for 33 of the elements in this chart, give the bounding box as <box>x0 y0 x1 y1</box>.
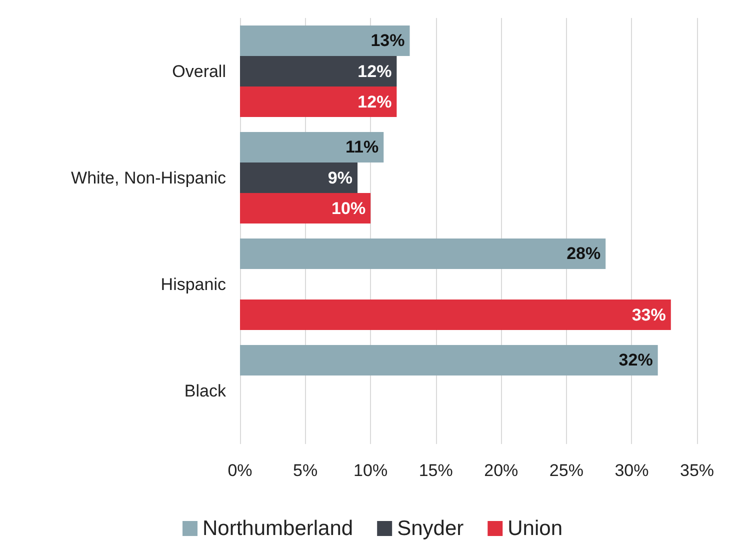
data-label: 9% <box>328 168 353 188</box>
x-tick-label: 30% <box>614 461 649 480</box>
y-tick-label: Black <box>184 381 226 400</box>
x-tick-label: 35% <box>680 461 714 480</box>
data-label: 11% <box>346 138 379 157</box>
x-tick-label: 5% <box>292 461 318 480</box>
data-label: 33% <box>632 305 666 324</box>
bar <box>240 56 397 87</box>
x-tick-label: 15% <box>418 461 453 480</box>
data-label: 12% <box>358 92 392 112</box>
data-label: 32% <box>618 350 653 370</box>
data-label: 10% <box>332 198 366 218</box>
bar <box>240 344 658 376</box>
legend-label: Northumberland <box>202 517 354 540</box>
legend-label: Snyder <box>397 517 464 540</box>
bar <box>240 162 358 194</box>
bar <box>240 238 606 269</box>
data-label: 13% <box>370 31 405 50</box>
x-tick-label: 0% <box>228 461 252 480</box>
x-tick-label: 10% <box>354 461 388 480</box>
bar <box>240 25 410 56</box>
bar <box>240 86 397 118</box>
bar <box>240 193 371 224</box>
legend-label: Union <box>508 517 562 540</box>
y-tick-label: Overall <box>172 62 226 81</box>
bar <box>240 132 384 162</box>
data-label: 28% <box>566 244 601 264</box>
x-tick-label: 25% <box>549 461 584 480</box>
x-tick-label: 20% <box>484 461 518 480</box>
y-tick-label: Hispanic <box>160 274 226 294</box>
data-label: 12% <box>358 62 392 81</box>
bar <box>240 300 671 330</box>
y-tick-label: White, Non-Hispanic <box>71 168 226 188</box>
